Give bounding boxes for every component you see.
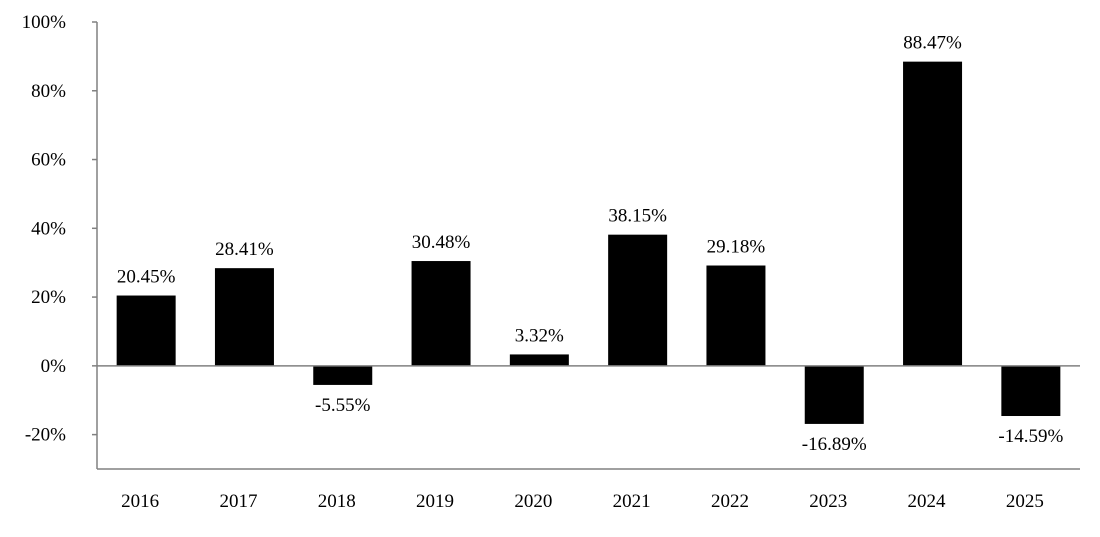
data-label: 3.32%	[515, 325, 564, 346]
x-tick-label: 2023	[809, 491, 847, 512]
y-tick-label: 80%	[31, 81, 66, 102]
bar-2019	[411, 261, 471, 366]
bar-2021	[608, 234, 668, 366]
data-label: 29.18%	[707, 237, 766, 258]
data-label: 38.15%	[608, 206, 667, 227]
bar-2022	[706, 265, 766, 366]
data-labels: 20.45% 28.41% -5.55% 30.48% 3.32% 38.15% 29.18…	[117, 33, 1064, 455]
x-tick-label: 2025	[1006, 491, 1044, 512]
y-axis-ticks: 100% 80% 60% 40% 20% 0% -20%	[22, 12, 97, 446]
y-tick-label: -20%	[25, 425, 66, 446]
x-tick-label: 2016	[121, 491, 159, 512]
x-tick-label: 2019	[416, 491, 454, 512]
data-label: 30.48%	[412, 232, 471, 253]
bar-2024	[903, 61, 963, 366]
bar-2025	[1001, 365, 1061, 417]
x-tick-label: 2020	[514, 491, 552, 512]
bar-2018	[313, 365, 373, 385]
x-axis-ticks: 2016 2017 2018 2019 2020 2021 2022 2023 2024 2025	[121, 491, 1044, 512]
x-tick-label: 2024	[908, 491, 947, 512]
bars	[116, 61, 1061, 424]
y-tick-label: 20%	[31, 287, 66, 308]
y-tick-label: 40%	[31, 218, 66, 239]
x-tick-label: 2017	[219, 491, 257, 512]
data-label: -16.89%	[802, 434, 867, 455]
data-label: -5.55%	[315, 395, 371, 416]
data-label: -14.59%	[998, 426, 1063, 447]
bar-2017	[214, 268, 274, 366]
x-tick-label: 2018	[318, 491, 356, 512]
x-tick-label: 2021	[613, 491, 651, 512]
axes	[96, 22, 1080, 470]
bar-2020	[509, 354, 569, 366]
bar-2016	[116, 295, 176, 366]
y-tick-label: 0%	[41, 356, 67, 377]
x-tick-label: 2022	[711, 491, 749, 512]
data-label: 28.41%	[215, 239, 274, 260]
data-label: 20.45%	[117, 267, 176, 288]
y-tick-label: 60%	[31, 150, 66, 171]
bar-2023	[804, 365, 864, 424]
y-tick-label: 100%	[22, 12, 67, 33]
data-label: 88.47%	[903, 33, 962, 54]
